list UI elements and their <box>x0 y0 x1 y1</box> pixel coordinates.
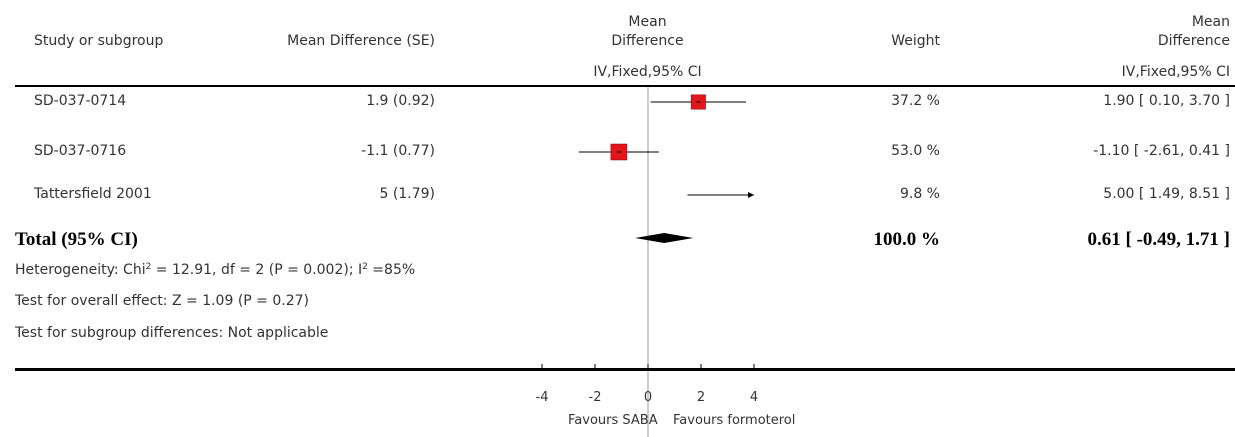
favours-right-label: Favours formoterol <box>673 413 796 428</box>
study-column-header: Study or subgroup <box>34 33 164 49</box>
plot-header-line2: Difference <box>611 33 684 49</box>
subgroup-note: Test for subgroup differences: Not appli… <box>15 325 329 341</box>
plot-header-line1: Mean <box>628 14 667 30</box>
study-md-se: 1.9 (0.92) <box>366 93 435 109</box>
total-ci: 0.61 [ -0.49, 1.71 ] <box>1087 229 1230 250</box>
study-weight: 37.2 % <box>891 93 940 109</box>
header-rule <box>15 85 1235 87</box>
x-tick-label: -2 <box>589 390 602 405</box>
x-tick-label: -4 <box>536 390 549 405</box>
study-md-se: 5 (1.79) <box>379 186 435 202</box>
x-tick-label: 2 <box>697 390 705 405</box>
study-name: Tattersfield 2001 <box>34 186 152 202</box>
study-ci-text: 1.90 [ 0.10, 3.70 ] <box>1103 93 1230 109</box>
weight-column-header: Weight <box>891 33 940 49</box>
overall-effect-note: Test for overall effect: Z = 1.09 (P = 0… <box>15 293 309 309</box>
study-ci-text: -1.10 [ -2.61, 0.41 ] <box>1093 143 1230 159</box>
md-se-column-header: Mean Difference (SE) <box>287 33 435 49</box>
x-tick-label: 4 <box>750 390 758 405</box>
total-weight: 100.0 % <box>873 229 941 250</box>
x-tick-label: 0 <box>644 390 652 405</box>
result-header-line2: Difference <box>1157 33 1230 49</box>
study-name: SD-037-0714 <box>34 93 127 109</box>
heterogeneity-note: Heterogeneity: Chi2 = 12.91, df = 2 (P =… <box>15 262 416 278</box>
study-md-se: -1.1 (0.77) <box>361 143 435 159</box>
result-method-label: IV,Fixed,95% CI <box>1121 64 1230 80</box>
total-label: Total (95% CI) <box>15 229 138 250</box>
result-header-line1: Mean <box>1191 14 1230 30</box>
study-name: SD-037-0716 <box>34 143 127 159</box>
study-ci-text: 5.00 [ 1.49, 8.51 ] <box>1103 186 1230 202</box>
pooled-diamond <box>635 233 694 243</box>
study-weight: 9.8 % <box>899 186 940 202</box>
ci-arrow <box>748 192 754 198</box>
favours-left-label: Favours SABA <box>568 413 658 428</box>
study-weight: 53.0 % <box>891 143 940 159</box>
plot-method-label: IV,Fixed,95% CI <box>593 64 702 80</box>
